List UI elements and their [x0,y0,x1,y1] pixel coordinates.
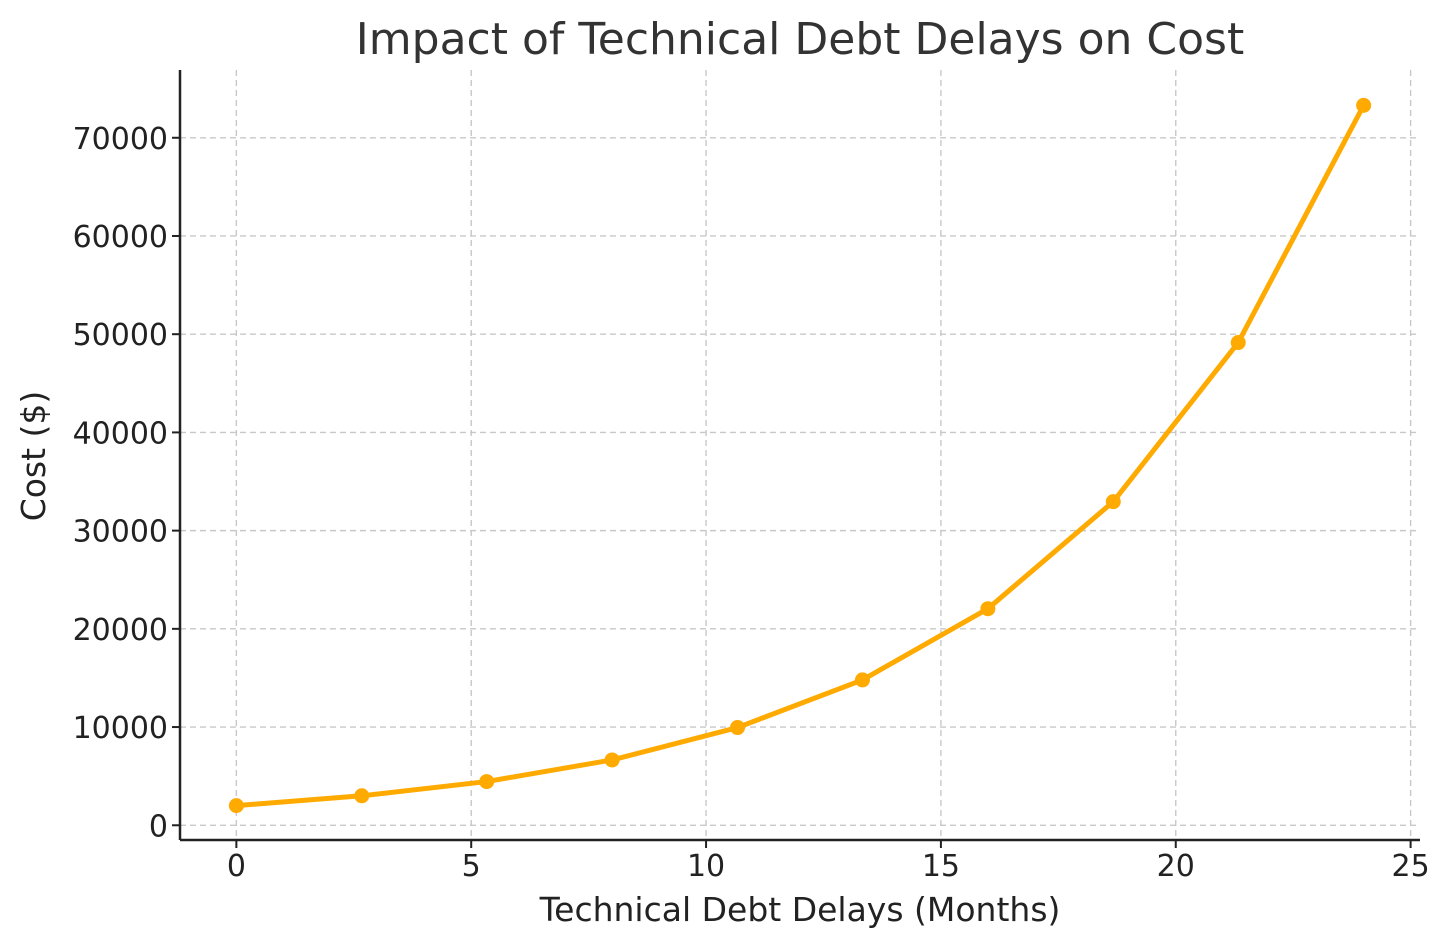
x-axis-label: Technical Debt Delays (Months) [539,890,1061,929]
y-tick-label: 50000 [73,318,168,353]
data-point [730,720,746,736]
y-tick-label: 30000 [73,515,168,550]
x-tick-label: 5 [462,849,481,884]
data-point [228,798,244,814]
x-tick-label: 0 [227,849,246,884]
y-tick-label: 10000 [73,711,168,746]
x-tick-label: 25 [1392,849,1430,884]
data-point [980,601,996,617]
grid [180,70,1420,840]
data-point [354,788,370,804]
data-point [604,752,620,768]
series-layer [228,97,1372,814]
chart-title: Impact of Technical Debt Delays on Cost [356,14,1244,65]
x-tick-label: 10 [687,849,725,884]
data-point [854,672,870,688]
y-tick-label: 20000 [73,613,168,648]
data-point [479,774,495,790]
x-tick-label: 20 [1157,849,1195,884]
y-tick-label: 40000 [73,416,168,451]
series-line [233,102,1367,809]
y-tick-label: 0 [149,809,168,844]
y-tick-label: 70000 [73,122,168,157]
axes: 0 5 10 15 20 25 0 10000 20000 30000 40000 50000 6000… [73,70,1430,884]
data-point [1105,494,1121,510]
data-point [1356,97,1372,113]
y-axis-label: Cost ($) [14,391,53,522]
y-tick-label: 60000 [73,220,168,255]
x-tick-label: 15 [922,849,960,884]
data-point [1230,335,1246,351]
